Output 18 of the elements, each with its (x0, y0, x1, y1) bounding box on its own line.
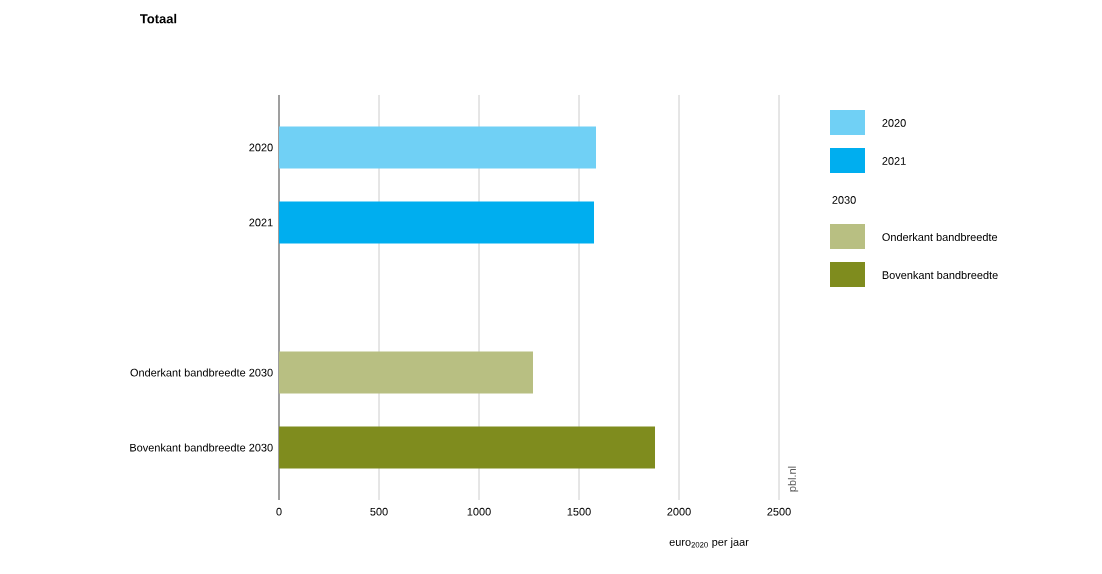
text: pbl.nl (787, 466, 799, 492)
legend-label: Bovenkant bandbreedte (882, 270, 998, 280)
y-tick-label: 2020 (249, 143, 273, 152)
x-tick-label: 2500 (767, 507, 791, 516)
y-tick-label: 2021 (249, 218, 273, 227)
y-tick-label: Onderkant bandbreedte 2030 (130, 368, 273, 377)
x-tick-label: 1500 (567, 507, 591, 516)
text: 2030 (832, 196, 856, 204)
x-tick-label: 1000 (467, 507, 491, 516)
x-tick-label: 0 (276, 507, 282, 516)
text: Totaal (140, 13, 177, 24)
legend-label: 2021 (882, 157, 906, 165)
x-axis-title: euro$_{2020}$ per jaar (669, 537, 749, 549)
legend-label: 2020 (882, 119, 906, 127)
x-tick-label: 500 (370, 507, 388, 516)
x-tick-label: 2000 (667, 507, 691, 516)
legend-label: Onderkant bandbreedte (882, 232, 998, 242)
y-tick-label: Bovenkant bandbreedte 2030 (130, 443, 273, 452)
